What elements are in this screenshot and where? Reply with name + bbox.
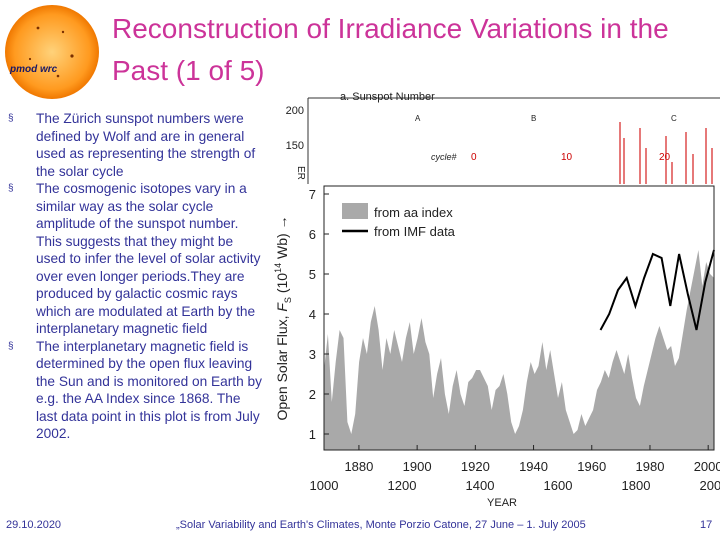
flux-y-tick-label: 4	[309, 307, 316, 322]
flux-y-label-main: Open Solar Flux,	[274, 312, 290, 421]
bullet-text: The interplanetary magnetic field is det…	[36, 338, 262, 442]
flux-x-tick-label-top: 1880	[344, 459, 373, 474]
flux-x-tick-label-bottom: 2000	[700, 478, 720, 493]
sunspot-y-axis-label: ER	[295, 166, 306, 180]
flux-y-tick-label: 3	[309, 347, 316, 362]
flux-y-label-exp: 14	[273, 263, 283, 273]
sun-icon	[5, 5, 99, 99]
sunspot-cycle-label: 0	[471, 152, 477, 163]
flux-y-label-end: Wb) →	[274, 215, 290, 262]
flux-y-tick-label: 1	[309, 427, 316, 442]
flux-plot-frame	[323, 185, 715, 451]
bullet-item: § The cosmogenic isotopes vary in a simi…	[8, 180, 264, 338]
sunspot-cycle-label: 10	[561, 152, 573, 163]
logo-text: pmod wrc	[10, 64, 58, 75]
flux-y-tick-label: 7	[309, 187, 316, 202]
sunspot-segment-label: C	[671, 114, 677, 123]
footer-date: 29.10.2020	[6, 519, 62, 531]
sunspot-cycle-prefix: cycle#	[431, 152, 458, 162]
flux-x-tick-label-top: 1900	[403, 459, 432, 474]
legend-swatch-aa	[342, 203, 368, 219]
sunspot-segment-label: B	[531, 114, 536, 123]
sunspot-cycle-label: 20	[659, 152, 671, 163]
flux-y-label-sub: S	[283, 297, 293, 303]
bullet-list: § The Zürich sunspot numbers were define…	[8, 110, 264, 443]
aa-index-area	[324, 250, 714, 450]
flux-x-tick-label-top: 1940	[519, 459, 548, 474]
flux-x-tick-label-top: 1980	[636, 459, 665, 474]
pmod-wrc-logo: pmod wrc	[2, 2, 102, 102]
footer-page-number: 17	[700, 519, 713, 531]
flux-x-tick-label-top: 2000	[694, 459, 720, 474]
flux-x-axis-label: YEAR	[487, 497, 517, 509]
bullet-marker: §	[8, 340, 14, 352]
flux-x-tick-label-bottom: 1400	[466, 478, 495, 493]
flux-y-tick-label: 5	[309, 267, 316, 282]
flux-y-tick-label: 6	[309, 227, 316, 242]
bullet-item: § The interplanetary magnetic field is d…	[8, 338, 264, 443]
imf-data-line	[599, 249, 715, 331]
flux-x-tick-label-bottom: 1800	[622, 478, 651, 493]
flux-x-tick-label-bottom: 1200	[388, 478, 417, 493]
footer-conference: „Solar Variability and Earth's Climates,…	[176, 519, 586, 531]
slide-title: Reconstruction of Irradiance Variations …	[112, 13, 669, 86]
sunspot-title: a. Sunspot Number	[340, 92, 435, 103]
bullet-item: § The Zürich sunspot numbers were define…	[8, 110, 264, 180]
legend-label-imf: from IMF data	[374, 224, 456, 239]
flux-x-tick-label-bottom: 1000	[310, 478, 339, 493]
bullet-text: The Zürich sunspot numbers were defined …	[36, 111, 256, 179]
sunspot-y-tick-label: 150	[286, 140, 304, 152]
sunspot-segment-label: A	[415, 114, 421, 123]
flux-x-tick-label-top: 1920	[461, 459, 490, 474]
open-solar-flux-chart: 1 2 3 4 5 6 7 1880 1900 1920 1940 1960 1980 2000 1000 1…	[273, 185, 720, 509]
sunspot-y-tick-label: 200	[286, 105, 304, 117]
bullet-text: The cosmogenic isotopes vary in a simila…	[36, 181, 261, 336]
flux-y-tick-label: 2	[309, 387, 316, 402]
flux-y-label-unit: (10	[274, 273, 290, 297]
flux-x-tick-label-top: 1960	[577, 459, 606, 474]
bullet-marker: §	[8, 183, 14, 194]
flux-x-tick-label-bottom: 1600	[544, 478, 573, 493]
flux-y-label-var: F	[274, 302, 290, 312]
flux-y-axis-label: Open Solar Flux, FS (1014 Wb) →	[273, 215, 293, 420]
bullet-marker: §	[8, 113, 14, 124]
legend-label-aa: from aa index	[374, 205, 453, 220]
